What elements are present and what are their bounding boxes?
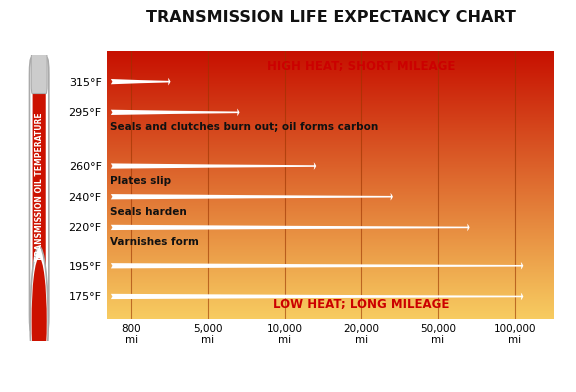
Text: Seals harden: Seals harden <box>109 207 187 217</box>
Text: LOW HEAT; LONG MILEAGE: LOW HEAT; LONG MILEAGE <box>273 298 449 310</box>
FancyBboxPatch shape <box>31 52 47 94</box>
Circle shape <box>32 258 47 384</box>
Text: Seals and clutches burn out; oil forms carbon: Seals and clutches burn out; oil forms c… <box>109 122 378 132</box>
Circle shape <box>30 247 48 392</box>
Text: Varnishes form: Varnishes form <box>109 238 199 247</box>
Text: TRANSMISSION OIL TEMPERATURE: TRANSMISSION OIL TEMPERATURE <box>35 112 44 261</box>
Text: Plates slip: Plates slip <box>109 176 170 186</box>
Text: TRANSMISSION LIFE EXPECTANCY CHART: TRANSMISSION LIFE EXPECTANCY CHART <box>146 10 516 25</box>
FancyBboxPatch shape <box>29 58 49 332</box>
Text: HIGH HEAT; SHORT MILEAGE: HIGH HEAT; SHORT MILEAGE <box>267 60 456 73</box>
FancyBboxPatch shape <box>33 78 46 312</box>
